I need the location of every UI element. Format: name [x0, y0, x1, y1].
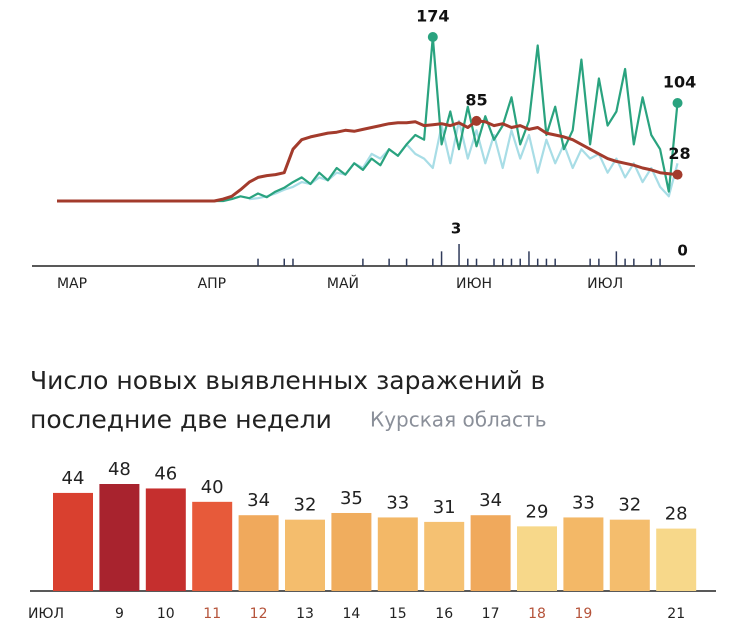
- x-tick-label: 19: [574, 606, 592, 622]
- chart-subtitle: Курская область: [370, 408, 547, 432]
- title-line: Число новых выявленных заражений в: [30, 366, 545, 395]
- bar: [192, 501, 233, 591]
- bar: [424, 521, 465, 591]
- x-tick-label: 11: [203, 606, 221, 622]
- data-label: 34: [479, 490, 502, 511]
- point-dot: [427, 32, 438, 42]
- data-label: 40: [201, 477, 224, 498]
- bar: [145, 488, 186, 591]
- x-tick-label: МАЙ: [327, 274, 359, 292]
- bar: [517, 526, 557, 591]
- bar: [331, 512, 372, 591]
- x-tick-label: 10: [157, 606, 175, 622]
- x-tick-label: 16: [435, 606, 453, 622]
- bar: [99, 484, 140, 591]
- x-tick-label: 13: [296, 606, 314, 622]
- bar: [656, 528, 697, 591]
- bar: [470, 515, 511, 591]
- data-label: 34: [247, 490, 270, 511]
- bar: [377, 517, 418, 591]
- bar: [609, 519, 650, 591]
- point-dot: [471, 115, 482, 126]
- point-dot: [672, 97, 683, 108]
- data-label: 104: [663, 72, 696, 91]
- data-label: 85: [465, 90, 487, 109]
- title-line: последние две недели: [30, 405, 332, 434]
- data-label: 44: [62, 468, 85, 489]
- data-label: 46: [154, 463, 177, 484]
- data-label: 33: [572, 492, 595, 513]
- x-tick-label: МАР: [57, 276, 87, 292]
- data-label: 29: [526, 501, 549, 522]
- x-tick-label: 21: [667, 606, 685, 622]
- x-tick-label: 14: [342, 606, 360, 622]
- x-tick-label: 15: [389, 606, 407, 622]
- data-label: 28: [668, 144, 690, 163]
- data-label: 32: [618, 495, 641, 516]
- chart-title: Число новых выявленных заражений в послед…: [30, 366, 545, 434]
- bar: [285, 519, 325, 591]
- data-label: 0: [677, 242, 687, 260]
- data-label: 174: [416, 7, 449, 26]
- x-tick-label: ИЮН: [456, 276, 492, 292]
- data-label: 28: [665, 504, 688, 525]
- x-tick-label: 17: [482, 606, 500, 622]
- series-line: [57, 35, 679, 203]
- x-tick-label: 18: [528, 606, 546, 622]
- x-tick-label: АПР: [198, 276, 227, 292]
- bar: [238, 515, 279, 591]
- data-label: 32: [294, 495, 317, 516]
- data-label: 3: [451, 220, 461, 238]
- series-line: [57, 119, 678, 203]
- data-label: 35: [340, 488, 363, 509]
- bar: [563, 517, 604, 591]
- x-tick-label: 9: [115, 606, 124, 622]
- x-tick-label: 12: [250, 606, 268, 622]
- bar: [53, 492, 93, 591]
- data-label: 48: [108, 459, 131, 480]
- series-line: [249, 119, 679, 201]
- x-tick-label: ИЮЛ: [28, 606, 64, 622]
- x-tick-label: ИЮЛ: [587, 276, 623, 292]
- data-label: 31: [433, 497, 456, 518]
- data-label: 33: [386, 492, 409, 513]
- point-dot: [672, 169, 683, 180]
